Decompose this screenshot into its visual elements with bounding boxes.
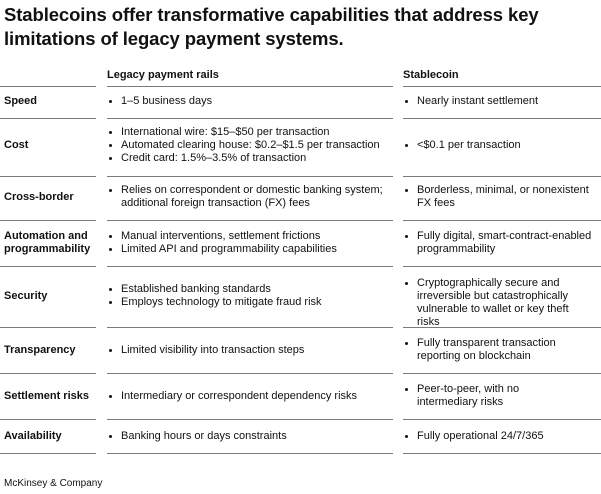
list-item: Fully operational 24/7/365 <box>403 430 599 443</box>
divider <box>403 118 601 119</box>
legacy-cell: Relies on correspondent or domestic bank… <box>107 184 393 210</box>
list-item: Fully transparent transaction reporting … <box>403 337 599 363</box>
stablecoin-cell: Fully transparent transaction reporting … <box>403 337 599 363</box>
list-item: Established banking standards <box>107 283 393 296</box>
row-label: Speed <box>4 95 38 107</box>
stablecoin-cell: Fully digital, smart-contract-enabled pr… <box>403 230 599 256</box>
divider <box>403 176 601 177</box>
legacy-cell: Limited visibility into transaction step… <box>107 344 393 357</box>
row-label: Cross-border <box>4 191 74 203</box>
divider <box>403 266 601 267</box>
divider <box>0 86 96 87</box>
list-item: Limited visibility into transaction step… <box>107 344 393 357</box>
divider <box>403 86 601 87</box>
list-item: <$0.1 per transaction <box>403 139 599 152</box>
stablecoin-cell: <$0.1 per transaction <box>403 139 599 152</box>
divider <box>0 266 96 267</box>
divider <box>107 86 393 87</box>
column-header-stablecoin: Stablecoin <box>403 69 459 81</box>
divider <box>0 453 96 454</box>
divider <box>107 419 393 420</box>
legacy-cell: International wire: $15–$50 per transact… <box>107 126 393 165</box>
page-title: Stablecoins offer transformative capabil… <box>4 4 539 49</box>
list-item: International wire: $15–$50 per transact… <box>107 126 393 139</box>
divider <box>0 118 96 119</box>
list-item: Nearly instant settlement <box>403 95 599 108</box>
divider <box>403 453 601 454</box>
divider <box>107 373 393 374</box>
list-item: Employs technology to mitigate fraud ris… <box>107 296 393 309</box>
divider <box>107 453 393 454</box>
divider <box>0 373 96 374</box>
list-item: Relies on correspondent or domestic bank… <box>107 184 393 210</box>
stablecoin-cell: Fully operational 24/7/365 <box>403 430 599 443</box>
list-item: Peer-to-peer, with no intermediary risks <box>403 383 573 409</box>
divider <box>403 419 601 420</box>
row-label: Security <box>4 290 48 302</box>
list-item: Intermediary or correspondent dependency… <box>107 390 393 403</box>
divider <box>403 327 601 328</box>
divider <box>107 266 393 267</box>
source-credit: McKinsey & Company <box>4 478 103 489</box>
row-label: Transparency <box>4 344 76 356</box>
row-label: Cost <box>4 139 29 151</box>
legacy-cell: Banking hours or days constraints <box>107 430 393 443</box>
stablecoin-cell: Cryptographically secure and irreversibl… <box>403 277 593 329</box>
divider <box>403 373 601 374</box>
list-item: Limited API and programmability capabili… <box>107 243 393 256</box>
divider <box>107 118 393 119</box>
divider <box>0 220 96 221</box>
divider <box>0 327 96 328</box>
divider <box>107 220 393 221</box>
legacy-cell: Intermediary or correspondent dependency… <box>107 390 393 403</box>
column-header-legacy: Legacy payment rails <box>107 69 219 81</box>
divider <box>403 220 601 221</box>
row-label: Availability <box>4 430 62 442</box>
list-item: Automated clearing house: $0.2–$1.5 per … <box>107 139 393 152</box>
row-label: Settlement risks <box>4 390 89 402</box>
divider <box>0 176 96 177</box>
legacy-cell: 1–5 business days <box>107 95 393 108</box>
divider <box>107 327 393 328</box>
stablecoin-cell: Peer-to-peer, with no intermediary risks <box>403 383 573 409</box>
list-item: Credit card: 1.5%–3.5% of transaction <box>107 152 393 165</box>
divider <box>0 419 96 420</box>
list-item: Fully digital, smart-contract-enabled pr… <box>403 230 599 256</box>
stablecoin-cell: Nearly instant settlement <box>403 95 599 108</box>
legacy-cell: Manual interventions, settlement frictio… <box>107 230 393 256</box>
list-item: Manual interventions, settlement frictio… <box>107 230 393 243</box>
legacy-cell: Established banking standards Employs te… <box>107 283 393 309</box>
list-item: Borderless, minimal, or nonexistent FX f… <box>403 184 599 210</box>
list-item: Cryptographically secure and irreversibl… <box>403 277 593 329</box>
row-label: Automation and programmability <box>4 230 91 255</box>
stablecoin-cell: Borderless, minimal, or nonexistent FX f… <box>403 184 599 210</box>
divider <box>107 176 393 177</box>
list-item: 1–5 business days <box>107 95 393 108</box>
list-item: Banking hours or days constraints <box>107 430 393 443</box>
